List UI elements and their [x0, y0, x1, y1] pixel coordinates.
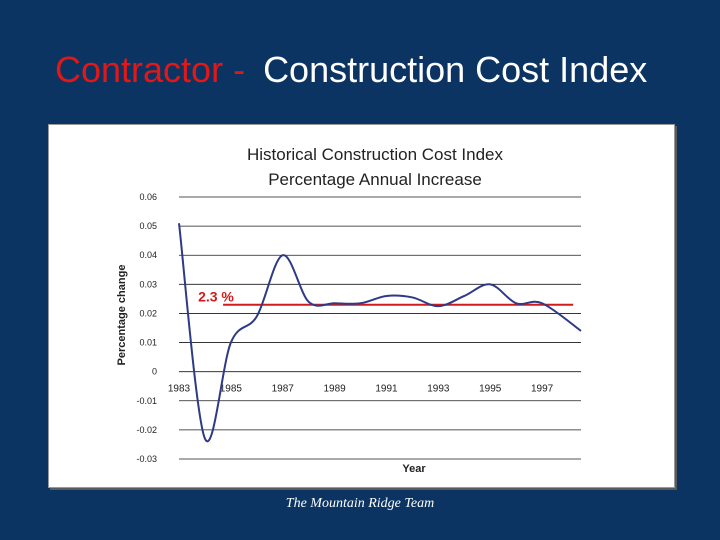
- x-tick-label: 1995: [479, 384, 502, 395]
- x-tick-label: 1987: [272, 384, 295, 395]
- x-tick-labels: 1983 1985 1987 1989 1991 1993 1995 1997: [168, 384, 554, 395]
- y-tick-label: -0.01: [136, 396, 157, 406]
- slide-title-part1: Contractor -: [55, 49, 246, 90]
- series-line: [178, 223, 582, 443]
- grid-layer: [179, 196, 581, 460]
- y-tick-label: 0.01: [139, 338, 157, 348]
- y-tick-label: -0.03: [136, 454, 157, 464]
- slide-title: Contractor - Construction Cost Index: [55, 48, 647, 92]
- y-tick-label: -0.02: [136, 425, 157, 435]
- chart-frame: Historical Construction Cost Index Perce…: [48, 124, 675, 488]
- line-chart: Historical Construction Cost Index Perce…: [116, 145, 582, 475]
- x-tick-label: 1989: [323, 384, 346, 395]
- chart-subtitle: Percentage Annual Increase: [268, 170, 482, 189]
- y-tick-label: 0.05: [139, 221, 157, 231]
- slide-title-part2: Construction Cost Index: [263, 49, 648, 90]
- x-tick-label: 1983: [168, 384, 191, 395]
- x-tick-label: 1985: [220, 384, 243, 395]
- y-tick-label: 0.04: [139, 250, 157, 260]
- x-tick-label: 1997: [531, 384, 554, 395]
- y-axis-label: Percentage change: [116, 265, 128, 366]
- x-axis-label: Year: [402, 463, 426, 475]
- x-tick-label: 1991: [375, 384, 398, 395]
- y-tick-label: 0.06: [139, 192, 157, 202]
- y-tick-labels: 0.06 0.05 0.04 0.03 0.02 0.01 0 -0.01 -0.02 -0.03: [136, 192, 157, 464]
- y-tick-label: 0.02: [139, 308, 157, 318]
- y-tick-label: 0: [152, 367, 157, 377]
- chart-title: Historical Construction Cost Index: [247, 145, 504, 164]
- reference-line-label: 2.3 %: [198, 289, 234, 305]
- x-tick-label: 1993: [427, 384, 450, 395]
- footer-credit: The Mountain Ridge Team: [285, 496, 435, 511]
- y-tick-label: 0.03: [139, 279, 157, 289]
